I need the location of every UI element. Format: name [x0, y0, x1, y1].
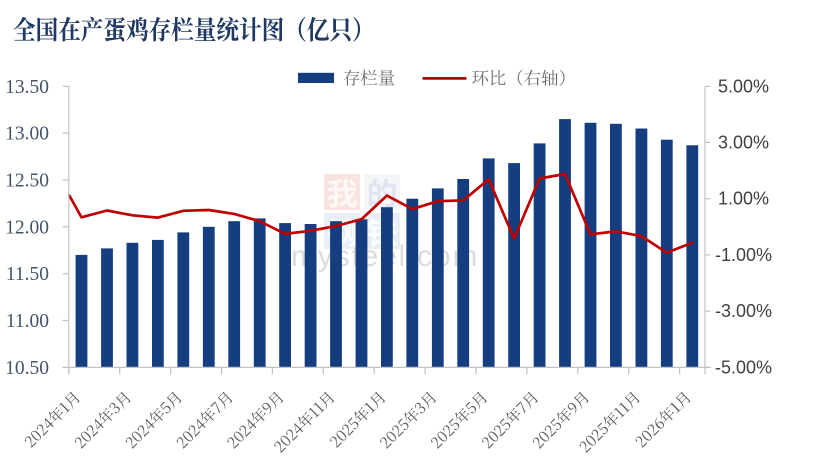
svg-text:-1.00%: -1.00%: [715, 245, 772, 265]
svg-text:11.00: 11.00: [6, 311, 49, 332]
svg-text:12.00: 12.00: [5, 217, 49, 238]
svg-text:-3.00%: -3.00%: [715, 301, 772, 321]
svg-text:3.00%: 3.00%: [718, 133, 769, 153]
svg-text:13.00: 13.00: [5, 124, 49, 145]
svg-text:-5.00%: -5.00%: [715, 357, 772, 377]
svg-text:13.50: 13.50: [5, 77, 49, 98]
svg-text:10.50: 10.50: [5, 358, 49, 379]
svg-text:1.00%: 1.00%: [718, 189, 769, 209]
svg-text:11.50: 11.50: [6, 264, 49, 285]
svg-text:12.50: 12.50: [5, 171, 49, 192]
svg-text:5.00%: 5.00%: [718, 76, 769, 96]
